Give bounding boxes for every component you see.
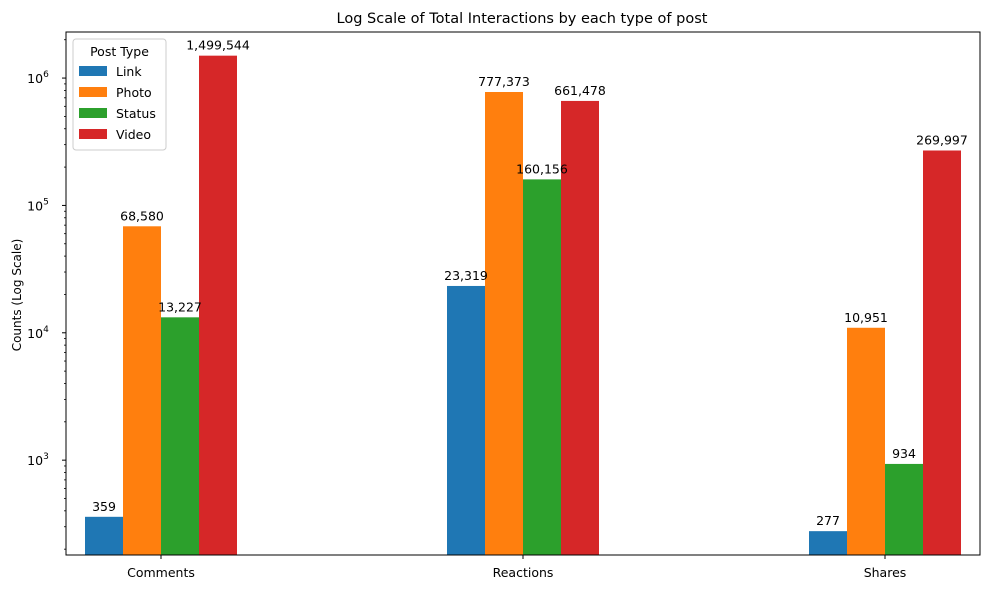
bar-link-comments xyxy=(85,516,123,555)
y-tick-label: 104 xyxy=(27,325,49,341)
x-tick-label-comments: Comments xyxy=(127,565,195,580)
y-axis-label: Counts (Log Scale) xyxy=(10,239,24,352)
bar-video-shares xyxy=(923,150,961,556)
legend-title: Post Type xyxy=(90,44,149,59)
value-label: 934 xyxy=(892,446,916,461)
legend: Post Type Link Photo Status Video xyxy=(72,38,167,151)
x-tick-label-reactions: Reactions xyxy=(493,565,554,580)
value-label: 23,319 xyxy=(444,268,488,283)
legend-label-photo: Photo xyxy=(116,85,152,100)
legend-swatch-status xyxy=(79,108,107,118)
value-labels-layer: 359 23,319 277 68,580 777,373 10,951 13,227 160… xyxy=(92,38,968,528)
legend-label-video: Video xyxy=(116,127,151,142)
legend-swatch-video xyxy=(79,129,107,139)
value-label: 777,373 xyxy=(478,74,530,89)
bar-photo-reactions xyxy=(485,91,523,556)
bar-link-reactions xyxy=(447,285,485,555)
y-tick-base: 10 xyxy=(27,453,43,468)
value-label: 359 xyxy=(92,499,116,514)
bar-video-comments xyxy=(199,55,237,555)
bar-status-reactions xyxy=(523,179,561,555)
legend-swatch-photo xyxy=(79,87,107,97)
bar-status-comments xyxy=(161,317,199,555)
bar-status-shares xyxy=(885,463,923,555)
y-tick-exponent: 3 xyxy=(43,452,49,462)
chart-title: Log Scale of Total Interactions by each … xyxy=(337,11,708,27)
y-tick-label: 106 xyxy=(27,70,49,86)
y-tick-exponent: 5 xyxy=(43,197,49,207)
bar-photo-shares xyxy=(847,327,885,555)
y-tick-exponent: 4 xyxy=(43,325,49,335)
y-tick-label: 103 xyxy=(27,452,49,468)
bar-photo-comments xyxy=(123,226,161,555)
value-label: 269,997 xyxy=(916,132,968,147)
value-label: 160,156 xyxy=(516,161,568,176)
value-label: 277 xyxy=(816,513,840,528)
legend-label-link: Link xyxy=(116,64,142,79)
legend-label-status: Status xyxy=(116,106,156,121)
y-tick-base: 10 xyxy=(27,71,43,86)
value-label: 1,499,544 xyxy=(186,38,250,53)
bars-layer xyxy=(85,55,961,556)
value-label: 661,478 xyxy=(554,83,606,98)
bar-link-shares xyxy=(809,531,847,555)
value-label: 10,951 xyxy=(844,310,888,325)
y-tick-label: 105 xyxy=(27,197,49,213)
y-tick-base: 10 xyxy=(27,326,43,341)
y-tick-exponent: 6 xyxy=(43,70,49,80)
bar-video-reactions xyxy=(561,100,599,555)
legend-swatch-link xyxy=(79,66,107,76)
value-label: 13,227 xyxy=(158,299,202,314)
value-label: 68,580 xyxy=(120,208,164,223)
y-tick-base: 10 xyxy=(27,198,43,213)
x-tick-label-shares: Shares xyxy=(864,565,907,580)
